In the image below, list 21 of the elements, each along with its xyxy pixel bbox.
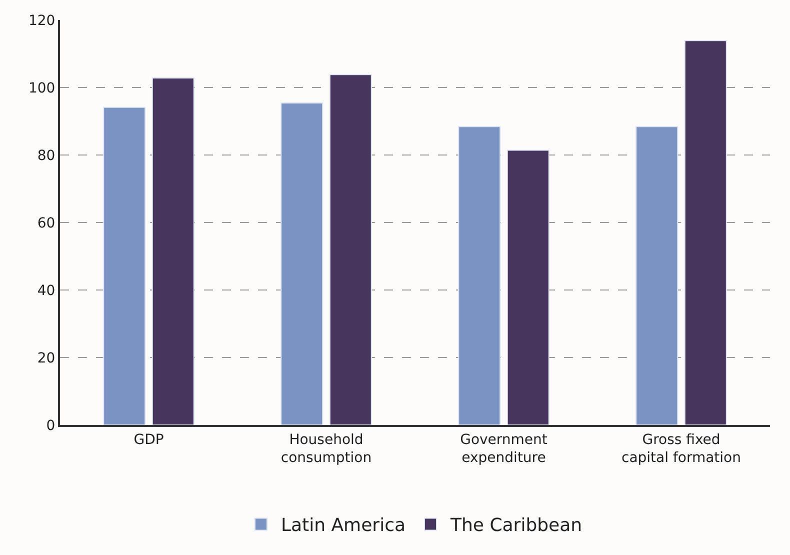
x-tick-label: GDP (134, 432, 164, 448)
bar (329, 74, 372, 425)
y-tick-label: 0 (46, 418, 56, 434)
x-tick-label: Household consumption (280, 432, 372, 466)
bar (506, 150, 550, 425)
legend-label: Latin America (281, 515, 406, 536)
y-tick-label: 20 (37, 350, 56, 366)
bar (152, 78, 194, 425)
bar (458, 126, 501, 425)
legend-label: The Caribbean (450, 515, 582, 536)
bar (280, 102, 324, 425)
y-tick-label: 80 (37, 148, 56, 164)
y-tick-label: 60 (37, 215, 56, 232)
x-tick-label: Government expenditure (460, 432, 548, 466)
bar (636, 126, 678, 425)
x-tick-label: Gross fixed capital formation (622, 432, 741, 466)
bar (684, 40, 727, 425)
y-tick-label: 100 (28, 80, 56, 96)
y-tick-label: 40 (37, 282, 56, 299)
bar (103, 106, 146, 425)
y-tick-label: 120 (28, 12, 56, 29)
